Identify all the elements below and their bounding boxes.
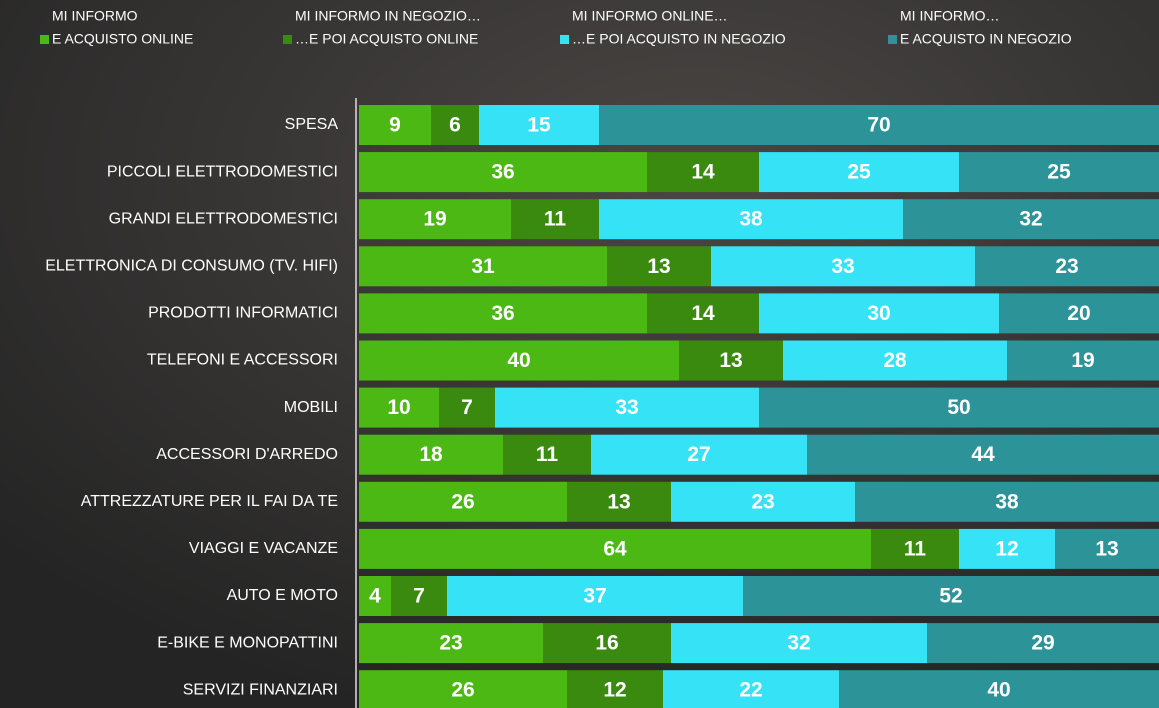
category-label: GRANDI ELETTRODOMESTICI xyxy=(109,210,338,227)
legend-group: MI INFORMO ONLINE… xyxy=(572,8,728,24)
value-label: 7 xyxy=(461,396,473,419)
value-label: 16 xyxy=(595,632,618,655)
legend-group: MI INFORMO… xyxy=(900,8,1000,24)
chart: MI INFORMO E ACQUISTO ONLINE MI INFORMO IN… xyxy=(0,0,1159,708)
legend-swatch xyxy=(888,35,897,44)
value-label: 27 xyxy=(687,443,710,466)
legend-swatch xyxy=(283,35,292,44)
value-label: 18 xyxy=(419,443,443,466)
value-label: 26 xyxy=(451,490,474,513)
value-label: 13 xyxy=(607,490,630,513)
value-label: 40 xyxy=(987,679,1010,702)
value-label: 4 xyxy=(369,585,381,608)
value-label: 28 xyxy=(883,349,907,372)
category-label: ATTREZZATURE PER IL FAI DA TE xyxy=(81,493,338,510)
category-label: PICCOLI ELETTRODOMESTICI xyxy=(107,163,338,180)
category-label: E-BIKE E MONOPATTINI xyxy=(157,634,338,651)
legend-label: E ACQUISTO ONLINE xyxy=(52,31,193,47)
category-label: SPESA xyxy=(285,116,339,133)
value-label: 23 xyxy=(751,490,774,513)
value-label: 9 xyxy=(389,114,401,137)
value-label: 13 xyxy=(647,255,670,278)
value-label: 19 xyxy=(423,208,446,231)
value-label: 12 xyxy=(603,679,626,702)
legend-group: MI INFORMO IN NEGOZIO… xyxy=(295,8,481,24)
category-label: PRODOTTI INFORMATICI xyxy=(148,305,338,322)
category-label: SERVIZI FINANZIARI xyxy=(183,681,338,698)
legend-swatch xyxy=(40,35,49,44)
category-label: ELETTRONICA DI CONSUMO (TV. HIFI) xyxy=(45,258,338,275)
value-label: 33 xyxy=(831,255,854,278)
value-label: 38 xyxy=(995,490,1019,513)
category-label: AUTO E MOTO xyxy=(227,587,338,604)
value-label: 23 xyxy=(439,632,462,655)
value-label: 22 xyxy=(739,679,762,702)
value-label: 36 xyxy=(491,161,514,184)
value-label: 11 xyxy=(904,537,927,560)
value-label: 11 xyxy=(536,443,559,466)
legend-group: MI INFORMO xyxy=(52,8,138,24)
value-label: 70 xyxy=(867,114,890,137)
value-label: 40 xyxy=(507,349,530,372)
value-label: 32 xyxy=(1019,208,1042,231)
category-label: ACCESSORI D'ARREDO xyxy=(156,446,338,463)
value-label: 12 xyxy=(995,537,1018,560)
value-label: 37 xyxy=(583,585,606,608)
category-label: TELEFONI E ACCESSORI xyxy=(147,352,338,369)
value-label: 23 xyxy=(1055,255,1078,278)
legend-label: …E POI ACQUISTO IN NEGOZIO xyxy=(572,31,786,47)
value-label: 15 xyxy=(527,114,551,137)
category-label: MOBILI xyxy=(284,399,338,416)
value-label: 50 xyxy=(947,396,970,419)
value-label: 20 xyxy=(1067,302,1090,325)
value-label: 25 xyxy=(1047,161,1071,184)
value-label: 14 xyxy=(691,302,715,325)
value-label: 13 xyxy=(1095,537,1118,560)
value-label: 13 xyxy=(719,349,742,372)
value-label: 32 xyxy=(787,632,810,655)
value-label: 64 xyxy=(603,537,627,560)
value-label: 30 xyxy=(867,302,890,325)
value-label: 38 xyxy=(739,208,763,231)
legend-swatch xyxy=(560,35,569,44)
category-label: VIAGGI E VACANZE xyxy=(189,540,338,557)
value-label: 6 xyxy=(449,114,461,137)
value-label: 44 xyxy=(971,443,995,466)
legend-label: E ACQUISTO IN NEGOZIO xyxy=(900,31,1072,47)
value-label: 10 xyxy=(387,396,410,419)
value-label: 19 xyxy=(1071,349,1094,372)
value-label: 29 xyxy=(1031,632,1054,655)
value-label: 36 xyxy=(491,302,514,325)
value-label: 31 xyxy=(471,255,495,278)
value-label: 33 xyxy=(615,396,638,419)
value-label: 52 xyxy=(939,585,962,608)
value-label: 11 xyxy=(544,208,567,231)
value-label: 26 xyxy=(451,679,474,702)
value-label: 14 xyxy=(691,161,715,184)
legend-label: …E POI ACQUISTO ONLINE xyxy=(295,31,478,47)
value-label: 25 xyxy=(847,161,871,184)
value-label: 7 xyxy=(413,585,425,608)
